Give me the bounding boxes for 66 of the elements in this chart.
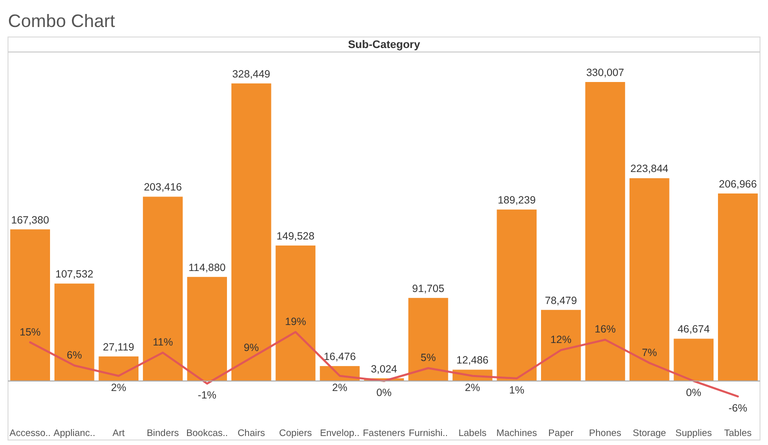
data-label: 5% — [420, 352, 436, 364]
bar — [187, 276, 227, 381]
bar — [276, 246, 316, 381]
x-tick-label: Furnishi.. — [408, 428, 448, 439]
x-tick-label: Supplies — [675, 428, 712, 439]
bar — [408, 298, 448, 381]
x-tick-label: Binders — [146, 428, 180, 439]
data-label: 11% — [152, 336, 173, 349]
data-label: 330,007 — [586, 67, 624, 79]
bar — [718, 193, 758, 381]
bar — [496, 210, 537, 381]
x-tick-label: Applianc.. — [53, 428, 96, 439]
data-label: 206,966 — [718, 178, 758, 190]
x-tick-label: Storage — [632, 428, 666, 439]
data-label: 2% — [332, 382, 348, 394]
data-label: 16,476 — [324, 351, 356, 364]
x-tick-label: Tables — [724, 428, 752, 439]
bar — [142, 196, 183, 381]
x-tick-label: Accesso.. — [10, 428, 51, 439]
data-label: 107,532 — [55, 268, 94, 281]
data-label: 16% — [594, 324, 616, 336]
bar — [630, 178, 670, 381]
data-label: -6% — [728, 402, 748, 414]
data-label: 19% — [285, 316, 306, 328]
bar — [231, 83, 272, 381]
x-tick-label: Paper — [548, 428, 574, 439]
data-label: 78,479 — [544, 294, 578, 307]
bar — [585, 82, 626, 381]
data-label: 149,528 — [276, 230, 315, 243]
data-label: 3,024 — [370, 363, 398, 376]
x-tick-label: Chairs — [238, 428, 266, 439]
data-label: 223,844 — [630, 163, 669, 176]
data-label: 328,449 — [232, 68, 270, 80]
data-label: 12% — [550, 334, 572, 346]
data-label: 91,705 — [412, 282, 444, 295]
data-label: 0% — [376, 387, 392, 399]
bar — [674, 338, 714, 381]
data-label: 7% — [642, 346, 658, 359]
data-label: 15% — [20, 326, 41, 338]
x-tick-label: Fasteners — [362, 428, 406, 439]
data-label: 27,119 — [102, 341, 134, 354]
x-tick-label: Labels — [458, 428, 487, 439]
x-tick-label: Envelop.. — [320, 428, 360, 439]
data-label: 167,380 — [11, 214, 50, 226]
data-label: 6% — [66, 350, 82, 362]
x-tick-label: Bookcas.. — [186, 428, 228, 439]
data-label: -1% — [198, 390, 216, 402]
x-tick-label: Phones — [589, 428, 622, 439]
data-label: 189,239 — [498, 194, 536, 207]
data-label: 1% — [509, 384, 524, 396]
x-tick-label: Copiers — [279, 428, 312, 439]
chart-title: Combo Chart — [8, 11, 116, 31]
data-label: 2% — [110, 382, 126, 394]
data-label: 2% — [464, 382, 480, 394]
bar — [10, 229, 50, 381]
x-tick-label: Machines — [496, 428, 538, 439]
data-label: 12,486 — [456, 354, 489, 367]
data-label: 0% — [686, 387, 702, 399]
data-label: 114,880 — [188, 262, 226, 274]
bar — [541, 310, 581, 381]
data-label: 46,674 — [678, 324, 710, 336]
bar — [54, 284, 94, 381]
data-label: 203,416 — [144, 182, 182, 194]
x-axis-title: Sub-Category — [348, 39, 421, 51]
data-label: 9% — [244, 342, 259, 354]
x-tick-label: Art — [112, 428, 126, 439]
